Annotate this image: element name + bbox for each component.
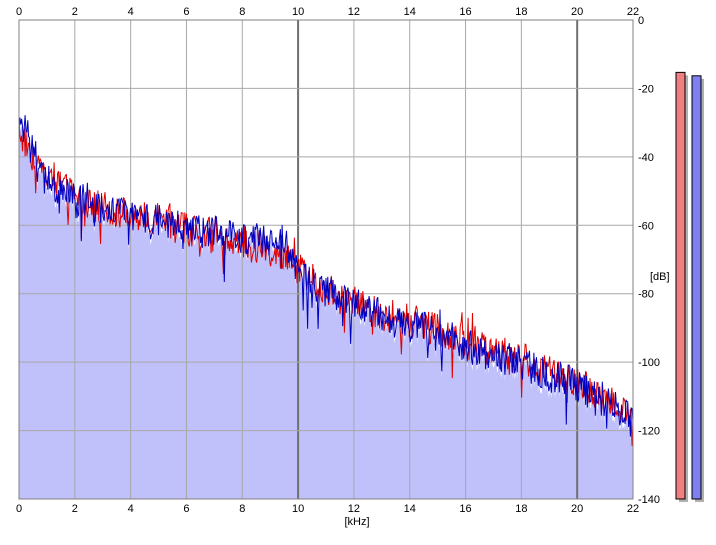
- x-tick-label-bottom: 14: [404, 503, 416, 515]
- y-tick-label: -20: [638, 83, 654, 95]
- x-tick-labels-top: 0 2 4 6 8 10 12 14 16 18 20 22: [16, 6, 639, 18]
- x-tick-label-top: 10: [292, 6, 304, 18]
- grid-layer: [19, 20, 633, 499]
- y-tick-labels: 0 -20 -40 -60 -80 -100 -120 -140: [638, 15, 660, 506]
- x-tick-label-top: 18: [515, 6, 527, 18]
- x-tick-label-bottom: 4: [128, 503, 134, 515]
- y-tick-label: -100: [638, 357, 660, 369]
- x-tick-label-top: 16: [459, 6, 471, 18]
- y-tick-label: -40: [638, 152, 654, 164]
- x-tick-label-bottom: 6: [183, 503, 189, 515]
- x-tick-label-bottom: 2: [72, 503, 78, 515]
- x-tick-label-top: 8: [239, 6, 245, 18]
- x-tick-label-top: 22: [627, 6, 639, 18]
- x-tick-label-bottom: 18: [515, 503, 527, 515]
- y-tick-label: -60: [638, 220, 654, 232]
- series-layer: [18, 115, 634, 446]
- y-tick-label: -140: [638, 494, 660, 506]
- x-tick-label-top: 12: [348, 6, 360, 18]
- spectrum-fill-layer: [19, 121, 633, 499]
- level-meters: [675, 71, 704, 503]
- x-tick-label-bottom: 10: [292, 503, 304, 515]
- x-tick-label-bottom: 16: [459, 503, 471, 515]
- x-tick-label-top: 20: [571, 6, 583, 18]
- x-tick-labels-bottom: 0 2 4 6 8 10 12 14 16 18 20 22: [16, 503, 639, 515]
- x-tick-label-bottom: 22: [627, 503, 639, 515]
- y-tick-label: 0: [638, 15, 644, 27]
- x-tick-label-top: 6: [183, 6, 189, 18]
- y-tick-label: -80: [638, 289, 654, 301]
- plot-frame: [18, 19, 634, 500]
- series-blue-line: [18, 115, 634, 437]
- x-tick-label-top: 4: [128, 6, 134, 18]
- x-tick-label-bottom: 20: [571, 503, 583, 515]
- x-tick-label-top: 14: [404, 6, 416, 18]
- y-axis-label: [dB]: [650, 271, 670, 283]
- x-tick-label-top: 0: [16, 6, 22, 18]
- spectrum-fill: [19, 121, 633, 499]
- x-tick-label-bottom: 8: [239, 503, 245, 515]
- y-tick-label: -120: [638, 426, 660, 438]
- x-tick-label-top: 2: [72, 6, 78, 18]
- level-meter-right: [691, 75, 702, 500]
- x-tick-label-bottom: 12: [348, 503, 360, 515]
- x-tick-label-bottom: 0: [16, 503, 22, 515]
- level-meter-left: [675, 71, 686, 500]
- x-axis-label: [kHz]: [344, 516, 369, 528]
